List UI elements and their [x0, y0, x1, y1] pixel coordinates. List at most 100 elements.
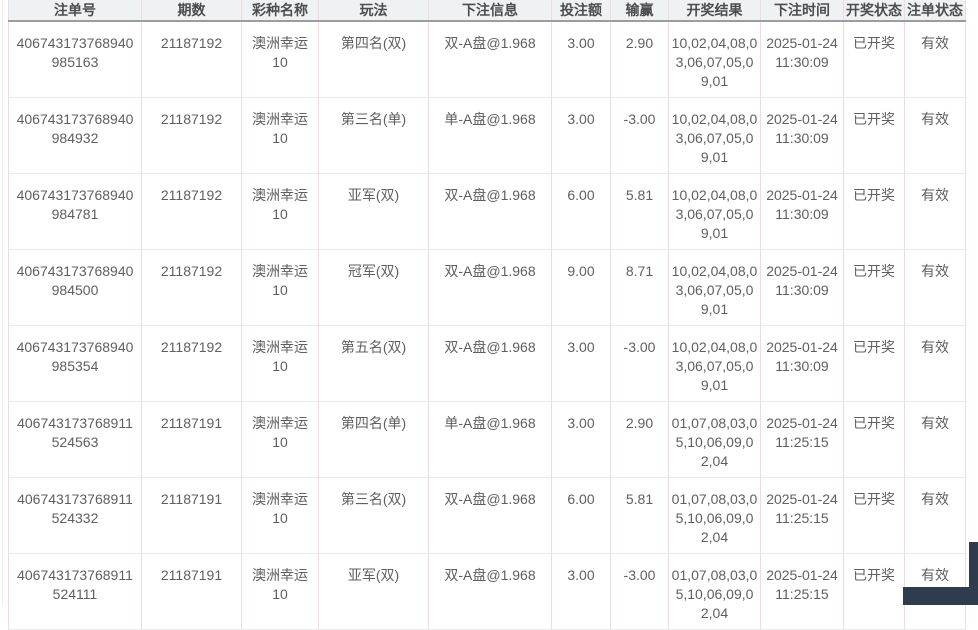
- column-header-order-no: 注单号: [8, 0, 142, 22]
- cell-bet-time: 2025-01-24 11:25:15: [760, 553, 844, 630]
- cell-draw-status: 已开奖: [843, 325, 905, 402]
- cell-bet-amount: 3.00: [551, 21, 611, 98]
- cell-order-no: 406743173768911524563: [8, 401, 142, 478]
- cell-play: 第三名(双): [318, 477, 429, 554]
- cell-lottery: 澳洲幸运10: [241, 325, 319, 402]
- cell-win-loss: 5.81: [610, 173, 669, 250]
- cell-bet-time: 2025-01-24 11:30:09: [760, 325, 844, 402]
- cell-bet-time: 2025-01-24 11:30:09: [760, 173, 844, 250]
- cell-play: 冠军(双): [318, 249, 429, 326]
- cell-period: 21187192: [141, 325, 242, 402]
- cell-order-status: 有效: [904, 173, 966, 250]
- cell-order-no: 406743173768940985163: [8, 21, 142, 98]
- cell-order-status: 有效: [904, 249, 966, 326]
- table-row: 406743173768911524111 21187191 澳洲幸运10 亚军(双)…: [8, 553, 966, 630]
- bet-records-table-body: 406743173768940985163 21187192 澳洲幸运10 第四名(双…: [8, 21, 966, 630]
- cell-bet-info: 双-A盘@1.968: [428, 477, 552, 554]
- table-row: 406743173768940984932 21187192 澳洲幸运10 第三名(单…: [8, 97, 966, 174]
- cell-win-loss: 8.71: [610, 249, 669, 326]
- cell-order-no: 406743173768911524332: [8, 477, 142, 554]
- cell-period: 21187191: [141, 477, 242, 554]
- cell-result: 10,02,04,08,03,06,07,05,09,01: [668, 325, 761, 402]
- cell-draw-status: 已开奖: [843, 477, 905, 554]
- cell-win-loss: 5.81: [610, 477, 669, 554]
- cell-bet-time: 2025-01-24 11:30:09: [760, 21, 844, 98]
- column-header-bet-info: 下注信息: [428, 0, 552, 22]
- cell-bet-amount: 6.00: [551, 173, 611, 250]
- cell-play: 亚军(双): [318, 173, 429, 250]
- column-header-order-status: 注单状态: [904, 0, 966, 22]
- cell-draw-status: 已开奖: [843, 553, 905, 630]
- cell-result: 10,02,04,08,03,06,07,05,09,01: [668, 249, 761, 326]
- cell-lottery: 澳洲幸运10: [241, 401, 319, 478]
- cell-order-no: 406743173768940984932: [8, 97, 142, 174]
- cell-play: 第五名(双): [318, 325, 429, 402]
- cell-bet-time: 2025-01-24 11:25:15: [760, 477, 844, 554]
- cell-lottery: 澳洲幸运10: [241, 553, 319, 630]
- column-header-bet-amount: 投注额: [551, 0, 611, 22]
- cell-win-loss: 2.90: [610, 21, 669, 98]
- cell-bet-amount: 3.00: [551, 325, 611, 402]
- cell-lottery: 澳洲幸运10: [241, 477, 319, 554]
- cell-win-loss: -3.00: [610, 97, 669, 174]
- cell-bet-info: 双-A盘@1.968: [428, 249, 552, 326]
- cell-order-no: 406743173768940984781: [8, 173, 142, 250]
- background-dark-corner-strip: [969, 542, 978, 605]
- cell-draw-status: 已开奖: [843, 97, 905, 174]
- cell-play: 第四名(单): [318, 401, 429, 478]
- cell-bet-time: 2025-01-24 11:30:09: [760, 97, 844, 174]
- cell-bet-info: 双-A盘@1.968: [428, 553, 552, 630]
- cell-draw-status: 已开奖: [843, 401, 905, 478]
- cell-win-loss: 2.90: [610, 401, 669, 478]
- cell-order-status: 有效: [904, 325, 966, 402]
- cell-bet-info: 单-A盘@1.968: [428, 401, 552, 478]
- cell-order-no: 406743173768911524111: [8, 553, 142, 630]
- cell-result: 01,07,08,03,05,10,06,09,02,04: [668, 477, 761, 554]
- cell-bet-amount: 6.00: [551, 477, 611, 554]
- column-header-lottery: 彩种名称: [241, 0, 319, 22]
- cell-result: 01,07,08,03,05,10,06,09,02,04: [668, 553, 761, 630]
- cell-bet-info: 单-A盘@1.968: [428, 97, 552, 174]
- bet-records-table: 注单号 期数 彩种名称 玩法 下注信息 投注额 输赢 开奖结果 下注时间 开奖状态 注单状态 406…: [8, 0, 966, 630]
- column-header-result: 开奖结果: [668, 0, 761, 22]
- cell-play: 亚军(双): [318, 553, 429, 630]
- cell-play: 第三名(单): [318, 97, 429, 174]
- cell-period: 21187192: [141, 97, 242, 174]
- cell-period: 21187191: [141, 401, 242, 478]
- table-row: 406743173768940984500 21187192 澳洲幸运10 冠军(双)…: [8, 249, 966, 326]
- cell-draw-status: 已开奖: [843, 173, 905, 250]
- cell-play: 第四名(双): [318, 21, 429, 98]
- cell-bet-amount: 3.00: [551, 401, 611, 478]
- column-header-play: 玩法: [318, 0, 429, 22]
- table-row: 406743173768911524332 21187191 澳洲幸运10 第三名(双…: [8, 477, 966, 554]
- column-header-draw-status: 开奖状态: [843, 0, 905, 22]
- cell-order-status: 有效: [904, 21, 966, 98]
- cell-win-loss: -3.00: [610, 553, 669, 630]
- cell-order-status: 有效: [904, 477, 966, 554]
- cell-result: 01,07,08,03,05,10,06,09,02,04: [668, 401, 761, 478]
- column-header-win-loss: 输赢: [610, 0, 669, 22]
- cell-draw-status: 已开奖: [843, 21, 905, 98]
- cell-order-no: 406743173768940985354: [8, 325, 142, 402]
- bet-records-table-header: 注单号 期数 彩种名称 玩法 下注信息 投注额 输赢 开奖结果 下注时间 开奖状态 注单状态: [8, 0, 966, 22]
- cell-lottery: 澳洲幸运10: [241, 21, 319, 98]
- cell-result: 10,02,04,08,03,06,07,05,09,01: [668, 21, 761, 98]
- column-header-bet-time: 下注时间: [760, 0, 844, 22]
- cell-bet-amount: 3.00: [551, 553, 611, 630]
- cell-order-no: 406743173768940984500: [8, 249, 142, 326]
- cell-bet-time: 2025-01-24 11:25:15: [760, 401, 844, 478]
- cell-bet-amount: 9.00: [551, 249, 611, 326]
- column-header-period: 期数: [141, 0, 242, 22]
- cell-period: 21187192: [141, 249, 242, 326]
- cell-bet-info: 双-A盘@1.968: [428, 173, 552, 250]
- cell-lottery: 澳洲幸运10: [241, 97, 319, 174]
- table-row: 406743173768940985163 21187192 澳洲幸运10 第四名(双…: [8, 21, 966, 98]
- cell-bet-info: 双-A盘@1.968: [428, 325, 552, 402]
- cell-lottery: 澳洲幸运10: [241, 249, 319, 326]
- cell-lottery: 澳洲幸运10: [241, 173, 319, 250]
- cell-bet-amount: 3.00: [551, 97, 611, 174]
- cell-order-status: 有效: [904, 97, 966, 174]
- table-row: 406743173768940985354 21187192 澳洲幸运10 第五名(双…: [8, 325, 966, 402]
- background-dark-corner-block: [903, 587, 978, 605]
- page-left-edge-line: [2, 0, 3, 605]
